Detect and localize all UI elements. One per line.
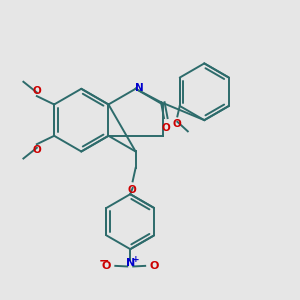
Text: −: − [99,255,109,268]
Text: O: O [32,85,41,95]
Text: +: + [132,255,140,264]
Text: N: N [126,259,135,269]
Text: O: O [161,123,170,134]
Text: N: N [135,83,144,93]
Text: O: O [173,119,182,129]
Text: O: O [101,261,110,271]
Text: O: O [150,261,159,271]
Text: O: O [32,145,41,155]
Text: O: O [128,185,136,195]
